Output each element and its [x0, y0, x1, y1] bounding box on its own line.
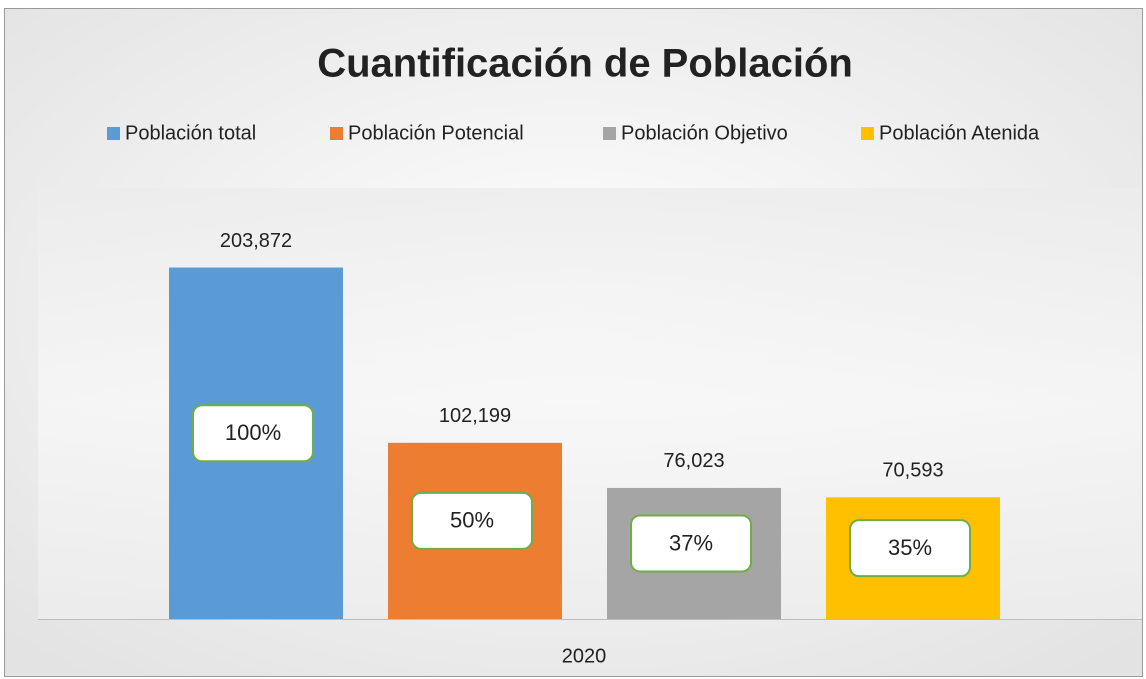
x-tick-label: 2020 [562, 645, 607, 667]
value-label: 70,593 [882, 460, 943, 482]
percent-box [192, 404, 314, 463]
percent-label: 100% [225, 420, 281, 445]
legend-label: Población Objetivo [621, 122, 788, 144]
percent-box [630, 514, 752, 573]
percent-label: 50% [450, 508, 494, 533]
legend-label: Población Potencial [348, 122, 524, 144]
legend-swatch [330, 127, 343, 140]
chart-title: Cuantificación de Población [317, 42, 853, 86]
percent-box [411, 491, 533, 550]
percent-label: 37% [669, 530, 713, 555]
value-label: 76,023 [663, 450, 724, 472]
legend-swatch [861, 127, 874, 140]
percent-label: 35% [888, 535, 932, 560]
value-label: 102,199 [439, 405, 511, 427]
legend-label: Población Atenida [879, 122, 1040, 144]
value-label: 203,872 [220, 230, 292, 252]
legend-swatch [603, 127, 616, 140]
percent-box [849, 519, 971, 578]
legend-label: Población total [125, 122, 256, 144]
legend-swatch [107, 127, 120, 140]
